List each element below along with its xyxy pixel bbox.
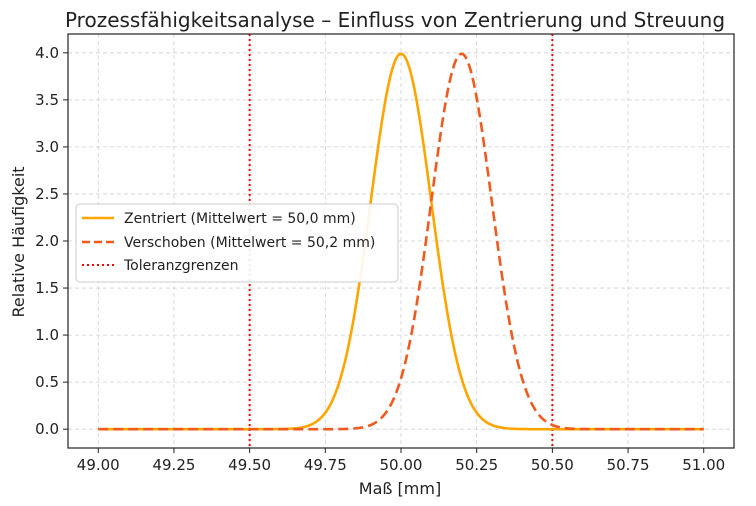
y-tick-label: 1.5: [35, 279, 59, 297]
x-tick-label: 49.50: [228, 456, 271, 474]
legend-label-centered: Zentriert (Mittelwert = 50,0 mm): [124, 211, 356, 227]
x-axis-label: Maß [mm]: [359, 479, 441, 498]
x-tick-label: 49.75: [304, 456, 347, 474]
y-ticks: 0.0 0.5 1.0 1.5 2.0 2.5 3.0 3.5 4.0: [35, 44, 68, 438]
x-tick-label: 51.00: [682, 456, 725, 474]
y-tick-label: 2.5: [35, 185, 59, 203]
x-tick-label: 50.25: [455, 456, 498, 474]
y-tick-label: 0.0: [35, 420, 59, 438]
y-tick-label: 3.0: [35, 138, 59, 156]
y-axis-label: Relative Häufigkeit: [9, 166, 28, 317]
series-line-shifted: [98, 52, 704, 431]
y-tick-label: 2.0: [35, 232, 59, 250]
y-tick-label: 4.0: [35, 44, 59, 62]
legend: Zentriert (Mittelwert = 50,0 mm) Verscho…: [75, 203, 399, 283]
y-tick-label: 0.5: [35, 373, 59, 391]
x-tick-label: 50.75: [607, 456, 650, 474]
y-tick-label: 1.0: [35, 326, 59, 344]
y-tick-label: 3.5: [35, 91, 59, 109]
legend-label-tolerance: Toleranzgrenzen: [123, 258, 238, 274]
x-tick-label: 49.25: [152, 456, 195, 474]
chart-title: Prozessfähigkeitsanalyse – Einfluss von …: [65, 8, 725, 32]
legend-box: [75, 203, 399, 283]
x-tick-label: 50.00: [380, 456, 423, 474]
x-tick-label: 50.50: [531, 456, 574, 474]
series-layer: [98, 52, 704, 431]
x-tick-label: 49.00: [77, 456, 120, 474]
x-ticks: 49.00 49.25 49.50 49.75 50.00 50.25 50.50 50.75…: [77, 448, 725, 474]
legend-label-shifted: Verschoben (Mittelwert = 50,2 mm): [124, 235, 375, 251]
